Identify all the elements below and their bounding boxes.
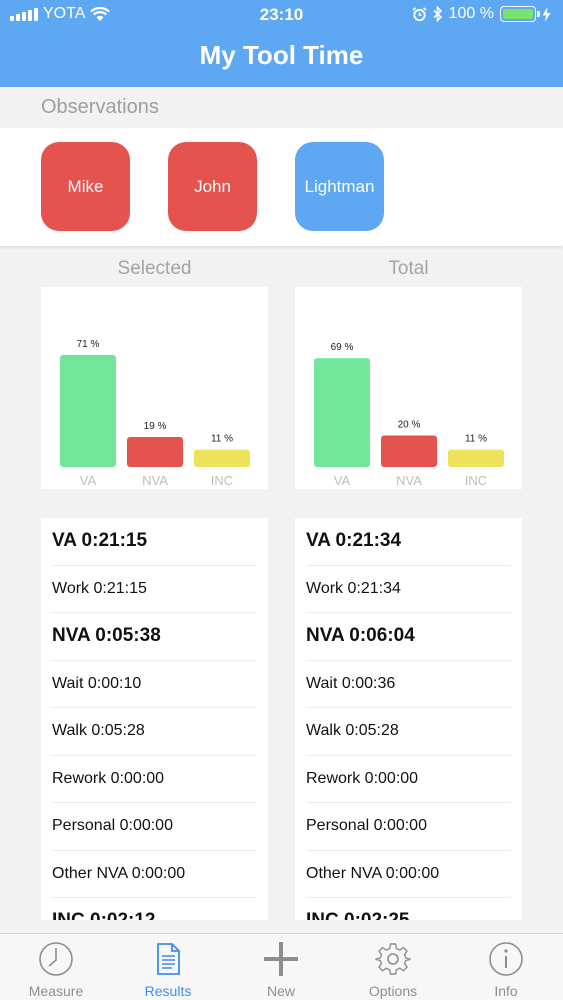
bar-value-label: 69 % [331,342,354,353]
document-icon [157,943,180,975]
category-label: NVA [142,473,168,488]
list-item: NVA 0:05:38 [52,613,257,661]
category-label: INC [465,473,487,488]
tab-results[interactable]: Results [112,934,224,1000]
charging-icon [542,6,551,22]
list-item: Rework 0:00:00 [52,756,257,803]
bar-inc [194,449,250,467]
tab-measure-label: Measure [28,983,84,999]
total-title: Total [388,258,429,279]
selected-chart: 71 % VA 19 % NVA 11 % INC [41,287,268,489]
battery-icon [500,6,540,22]
tab-measure[interactable]: Measure [0,934,112,1000]
list-item: INC 0:02:12 [52,898,257,920]
bar-value-label: 71 % [77,339,100,350]
bar-nva [127,437,183,467]
observation-button-mike[interactable]: Mike [41,142,130,231]
list-item: Walk 0:05:28 [306,708,511,756]
gear-icon [375,943,411,975]
alarm-icon [412,6,427,21]
bar-value-label: 20 % [398,419,421,430]
list-item: Other NVA 0:00:00 [306,851,511,898]
selected-times-list[interactable]: VA 0:21:15 Work 0:21:15 NVA 0:05:38 Wait 0:… [41,518,268,920]
list-item: Walk 0:05:28 [52,708,257,756]
list-item: VA 0:21:15 [52,518,257,566]
bluetooth-icon [433,6,442,22]
bar-va [314,358,370,467]
category-label: INC [211,473,233,488]
bar-inc [448,449,504,467]
total-times-list[interactable]: VA 0:21:34 Work 0:21:34 NVA 0:06:04 Wait 0:… [295,518,522,920]
category-label: NVA [396,473,422,488]
bar-value-label: 11 % [211,434,233,445]
list-item: NVA 0:06:04 [306,613,511,661]
battery-percent: 100 % [448,5,494,22]
bar-nva [381,435,437,467]
list-item: Work 0:21:15 [52,566,257,613]
category-label: VA [80,473,97,488]
list-item: Wait 0:00:36 [306,661,511,708]
observations-label: Observations [41,96,159,118]
list-item: Wait 0:00:10 [52,661,257,708]
list-item: VA 0:21:34 [306,518,511,566]
top-bar: YOTA 23:10 100 % My Tool Time [0,0,563,87]
tab-info[interactable]: Info [450,934,562,1000]
list-item: Other NVA 0:00:00 [52,851,257,898]
total-chart-svg: 69 % VA 20 % NVA 11 % INC [314,342,504,488]
wifi-icon [90,6,111,21]
list-item: Personal 0:00:00 [52,803,257,851]
plus-icon [264,942,298,976]
category-label: VA [334,473,351,488]
tab-results-label: Results [144,983,192,999]
signal-icon [10,7,38,21]
selected-title: Selected [117,258,192,279]
page-title: My Tool Time [199,40,364,70]
bar-value-label: 11 % [465,434,487,445]
clock-icon [39,942,73,976]
tab-bar: Measure Results New Options Info [0,933,563,1000]
status-time: 23:10 [259,5,304,24]
list-item: Personal 0:00:00 [306,803,511,851]
tab-options-label: Options [368,983,418,999]
observations-strip: Mike John Lightman [0,128,563,246]
carrier-label: YOTA [43,5,86,22]
info-icon [489,942,523,976]
tab-new-label: New [266,983,295,999]
observation-button-lightman[interactable]: Lightman [295,142,384,231]
tab-options[interactable]: Options [337,934,449,1000]
tab-info-label: Info [494,983,518,999]
list-item: Work 0:21:34 [306,566,511,613]
bar-va [60,355,116,467]
list-item: INC 0:02:25 [306,898,511,920]
observation-button-john[interactable]: John [168,142,257,231]
selected-chart-svg: 71 % VA 19 % NVA 11 % INC [60,339,250,488]
bar-value-label: 19 % [144,421,167,432]
total-chart: 69 % VA 20 % NVA 11 % INC [295,287,522,489]
tab-new[interactable]: New [225,934,337,1000]
list-item: Rework 0:00:00 [306,756,511,803]
status-bar: YOTA 23:10 100 % [0,4,563,26]
